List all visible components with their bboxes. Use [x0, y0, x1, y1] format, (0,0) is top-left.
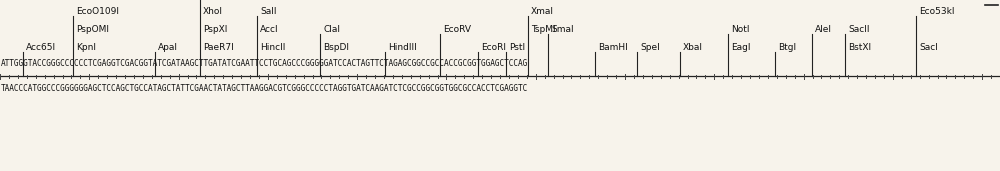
Text: PaeR7I: PaeR7I: [203, 43, 234, 52]
Text: ApaI: ApaI: [158, 43, 178, 52]
Text: BspDI: BspDI: [323, 43, 349, 52]
Text: AccI: AccI: [260, 25, 279, 34]
Text: HindIII: HindIII: [388, 43, 417, 52]
Text: EcoRI: EcoRI: [481, 43, 506, 52]
Text: TAACCCATGGCCCGGGGGGAGCTCCAGCTGCCATAGCTATTCGAACTATAGCTTAAGGACGTCGGGCCCCCTAGGTGATC: TAACCCATGGCCCGGGGGGAGCTCCAGCTGCCATAGCTAT…: [1, 84, 528, 93]
Text: HincII: HincII: [260, 43, 285, 52]
Text: SacII: SacII: [848, 25, 870, 34]
Text: EcoRV: EcoRV: [443, 25, 471, 34]
Text: BtgI: BtgI: [778, 43, 796, 52]
Text: ClaI: ClaI: [323, 25, 340, 34]
Text: PstI: PstI: [509, 43, 525, 52]
Text: XmaI: XmaI: [531, 7, 554, 16]
Text: TspMI: TspMI: [531, 25, 556, 34]
Text: SacI: SacI: [919, 43, 938, 52]
Text: PspOMI: PspOMI: [76, 25, 109, 34]
Text: BamHI: BamHI: [598, 43, 628, 52]
Text: BstXI: BstXI: [848, 43, 871, 52]
Text: ATTGGGTACCGGGCCCCCCTCGAGGTCGACGGTATCGATAAGCTTGATATCGAATTCCTGCAGCCCGGGGGATCCACTAG: ATTGGGTACCGGGCCCCCCTCGAGGTCGACGGTATCGATA…: [1, 59, 528, 68]
Text: EagI: EagI: [731, 43, 750, 52]
Text: AleI: AleI: [815, 25, 832, 34]
Text: XhoI: XhoI: [203, 7, 223, 16]
Text: PspXI: PspXI: [203, 25, 227, 34]
Text: SmaI: SmaI: [551, 25, 574, 34]
Text: SalI: SalI: [260, 7, 276, 16]
Text: SpeI: SpeI: [640, 43, 660, 52]
Text: NotI: NotI: [731, 25, 750, 34]
Text: Eco53kI: Eco53kI: [919, 7, 954, 16]
Text: XbaI: XbaI: [683, 43, 703, 52]
Text: EcoO109I: EcoO109I: [76, 7, 119, 16]
Text: KpnI: KpnI: [76, 43, 96, 52]
Text: Acc65I: Acc65I: [26, 43, 56, 52]
